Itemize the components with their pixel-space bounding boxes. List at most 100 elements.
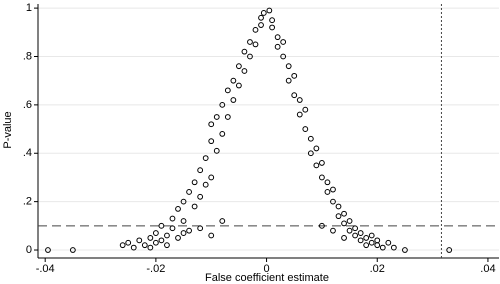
point — [324, 179, 331, 186]
point — [274, 43, 281, 50]
point — [346, 227, 353, 234]
point — [202, 181, 209, 188]
point — [302, 126, 309, 132]
point — [374, 237, 381, 244]
point — [296, 111, 303, 118]
point — [213, 114, 220, 120]
point — [368, 232, 375, 239]
point — [330, 227, 336, 234]
point — [346, 218, 353, 224]
point — [125, 239, 132, 246]
point — [374, 242, 381, 249]
point — [269, 24, 275, 31]
point — [164, 242, 170, 249]
point — [330, 198, 336, 205]
point — [69, 247, 76, 253]
point — [235, 63, 242, 70]
x-axis-label: False coefficient estimate — [205, 272, 329, 284]
point — [247, 39, 253, 45]
y-axis-label: P-value — [2, 111, 14, 148]
point — [252, 26, 259, 33]
point — [341, 210, 347, 217]
x-tick-label: -.02 — [146, 263, 165, 275]
point — [341, 220, 347, 227]
point — [291, 92, 298, 99]
point — [402, 247, 408, 253]
point — [247, 53, 253, 60]
point — [379, 244, 386, 251]
point — [296, 97, 303, 103]
point — [307, 135, 314, 142]
point — [446, 247, 453, 253]
point — [219, 131, 226, 137]
point — [357, 237, 364, 244]
point — [169, 215, 176, 222]
point — [147, 244, 154, 251]
point — [385, 239, 392, 246]
point — [141, 242, 148, 249]
point — [191, 179, 198, 186]
point — [269, 17, 275, 24]
point — [152, 239, 159, 246]
point — [307, 150, 314, 157]
point — [180, 230, 187, 236]
point — [169, 225, 176, 232]
point — [230, 77, 237, 84]
point — [313, 162, 320, 169]
point — [208, 138, 215, 145]
point — [208, 121, 215, 128]
point — [164, 232, 170, 239]
point — [197, 225, 204, 232]
point — [191, 203, 198, 210]
point — [224, 114, 231, 120]
point — [175, 235, 181, 241]
point — [280, 53, 287, 60]
point — [213, 147, 220, 154]
point — [186, 189, 192, 195]
point — [197, 167, 204, 174]
point — [130, 244, 137, 251]
point — [158, 222, 165, 229]
point — [241, 48, 248, 55]
point — [180, 218, 187, 224]
x-tick-label: .04 — [480, 263, 495, 275]
point — [266, 7, 273, 14]
x-tick-label: -.04 — [36, 263, 55, 275]
point — [357, 230, 364, 236]
point — [158, 237, 165, 244]
point — [202, 155, 209, 161]
y-tick-label: 1 — [26, 2, 32, 14]
point — [274, 34, 281, 41]
point — [45, 247, 51, 253]
point — [341, 235, 347, 241]
point — [368, 239, 375, 246]
point — [230, 97, 237, 103]
point — [352, 225, 359, 232]
point — [352, 232, 359, 239]
point — [186, 227, 192, 234]
point — [335, 213, 342, 220]
point — [285, 63, 292, 70]
point — [219, 218, 226, 224]
point — [224, 87, 231, 94]
point — [258, 22, 264, 28]
y-tick-label: .2 — [23, 196, 32, 208]
x-tick-label: .02 — [370, 263, 385, 275]
point — [291, 72, 298, 79]
point — [208, 232, 215, 239]
point — [363, 235, 370, 241]
point — [136, 237, 143, 244]
point — [152, 230, 159, 236]
point — [319, 222, 325, 229]
x-tick-label: 0 — [264, 263, 270, 275]
point — [330, 186, 336, 193]
y-tick-label: .8 — [23, 50, 32, 62]
point — [319, 160, 325, 166]
point — [180, 198, 187, 205]
point — [208, 174, 215, 181]
point — [280, 39, 287, 45]
point — [335, 203, 342, 210]
point — [390, 244, 397, 251]
